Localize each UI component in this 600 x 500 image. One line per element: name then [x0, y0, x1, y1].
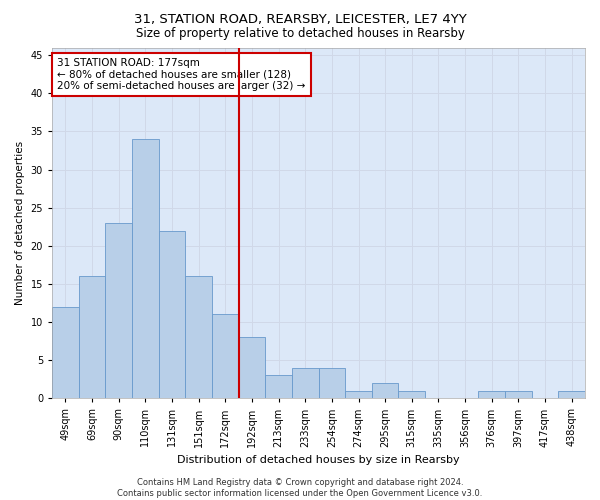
Text: Contains HM Land Registry data © Crown copyright and database right 2024.
Contai: Contains HM Land Registry data © Crown c… [118, 478, 482, 498]
Text: 31 STATION ROAD: 177sqm
← 80% of detached houses are smaller (128)
20% of semi-d: 31 STATION ROAD: 177sqm ← 80% of detache… [58, 58, 306, 91]
Bar [239, 338, 265, 398]
Bar [79, 276, 106, 398]
Bar [106, 223, 132, 398]
Bar [132, 139, 158, 398]
Bar [292, 368, 319, 398]
Text: 31, STATION ROAD, REARSBY, LEICESTER, LE7 4YY: 31, STATION ROAD, REARSBY, LEICESTER, LE… [134, 12, 466, 26]
Bar [52, 307, 79, 398]
Bar [345, 390, 372, 398]
Bar [185, 276, 212, 398]
Text: Size of property relative to detached houses in Rearsby: Size of property relative to detached ho… [136, 28, 464, 40]
Bar [505, 390, 532, 398]
Bar [212, 314, 239, 398]
Bar [559, 390, 585, 398]
Bar [265, 376, 292, 398]
X-axis label: Distribution of detached houses by size in Rearsby: Distribution of detached houses by size … [177, 455, 460, 465]
Bar [372, 383, 398, 398]
Bar [478, 390, 505, 398]
Bar [398, 390, 425, 398]
Bar [319, 368, 345, 398]
Y-axis label: Number of detached properties: Number of detached properties [15, 141, 25, 305]
Bar [158, 230, 185, 398]
